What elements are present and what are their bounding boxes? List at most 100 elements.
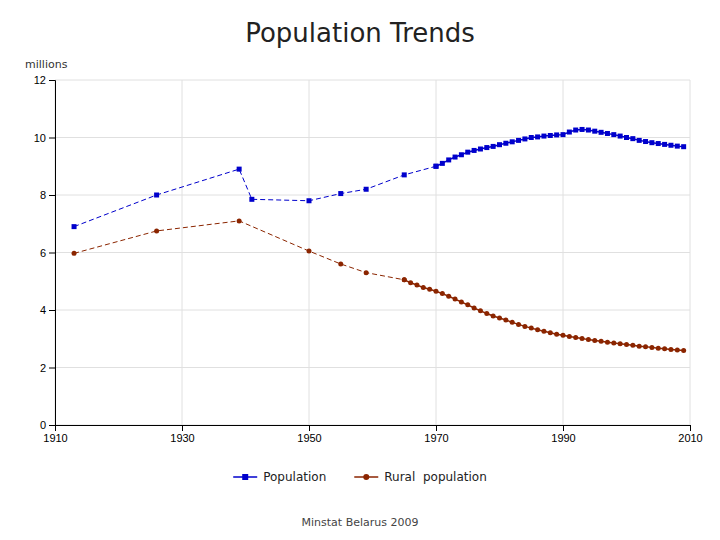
marker [554, 132, 559, 137]
tick: 2 [40, 362, 55, 374]
marker [338, 262, 343, 267]
marker [573, 128, 578, 133]
marker [541, 329, 546, 334]
marker [516, 138, 521, 143]
legend-marker [242, 474, 248, 480]
marker [478, 308, 483, 313]
tick-label: 4 [40, 304, 46, 316]
marker [649, 140, 654, 145]
marker [510, 139, 515, 144]
subtitle: Minstat Belarus 2009 [302, 516, 419, 529]
marker [472, 305, 477, 310]
tick-label: 2 [40, 362, 46, 374]
marker [522, 136, 527, 141]
marker [637, 344, 642, 349]
marker [611, 132, 616, 137]
tick-label: 2010 [678, 432, 702, 444]
marker [414, 282, 419, 287]
marker [497, 316, 502, 321]
marker [624, 342, 629, 347]
marker [618, 134, 623, 139]
marker [364, 270, 369, 275]
marker [465, 150, 470, 155]
marker [637, 138, 642, 143]
marker [611, 341, 616, 346]
marker [440, 161, 445, 166]
y-axis: 024681012 [34, 74, 56, 431]
marker [453, 155, 458, 160]
tick-label: 0 [40, 419, 46, 431]
marker [446, 157, 451, 162]
tick: 12 [34, 74, 55, 86]
tick-label: 6 [40, 247, 46, 259]
marker [662, 346, 667, 351]
legend-item: Rural population [354, 470, 487, 484]
axis-line [49, 81, 56, 426]
marker [497, 142, 502, 147]
grid-line [436, 80, 437, 425]
marker [599, 130, 604, 135]
marker [668, 347, 673, 352]
marker [541, 134, 546, 139]
marker [402, 277, 407, 282]
tick: 1950 [297, 425, 321, 444]
marker [567, 130, 572, 135]
tick: 0 [40, 419, 55, 431]
marker [681, 144, 686, 149]
marker [510, 320, 515, 325]
marker [72, 224, 77, 229]
tick-mark [49, 80, 55, 81]
marker [561, 333, 566, 338]
series [72, 164, 439, 229]
marker [237, 218, 242, 223]
legend-label: Population [263, 470, 326, 484]
tick: 6 [40, 247, 55, 259]
legend-marker [363, 474, 369, 480]
tick: 1930 [170, 425, 194, 444]
marker [364, 187, 369, 192]
tick: 4 [40, 304, 55, 316]
marker [522, 324, 527, 329]
marker [586, 337, 591, 342]
marker [427, 287, 432, 292]
marker [675, 144, 680, 149]
tick-mark [49, 310, 55, 311]
grid [55, 80, 690, 425]
tick-label: 1910 [43, 432, 67, 444]
marker [338, 191, 343, 196]
grid-line [55, 367, 690, 368]
marker [561, 132, 566, 137]
marker [446, 294, 451, 299]
marker [630, 343, 635, 348]
tick: 1990 [551, 425, 575, 444]
tick-mark [436, 425, 437, 431]
tick-mark [49, 425, 55, 426]
marker [516, 322, 521, 327]
marker [548, 133, 553, 138]
tick-mark [49, 368, 55, 369]
marker [675, 347, 680, 352]
marker [472, 148, 477, 153]
y-axis-label: millions [25, 58, 68, 71]
marker [643, 139, 648, 144]
chart-container: 191019301950197019902010024681012Populat… [0, 0, 720, 540]
tick: 2010 [678, 425, 702, 444]
marker [592, 338, 597, 343]
tick-label: 1950 [297, 432, 321, 444]
marker [237, 167, 242, 172]
marker [434, 164, 439, 169]
marker [681, 348, 686, 353]
line [436, 129, 684, 166]
grid-line [55, 310, 690, 311]
grid-line [55, 137, 690, 138]
tick: 8 [40, 189, 55, 201]
tick-mark [563, 425, 564, 431]
marker [605, 340, 610, 345]
marker [668, 143, 673, 148]
marker [592, 129, 597, 134]
marker [421, 285, 426, 290]
tick-label: 8 [40, 189, 46, 201]
grid-line [55, 252, 690, 253]
marker [154, 193, 159, 198]
marker [503, 318, 508, 323]
